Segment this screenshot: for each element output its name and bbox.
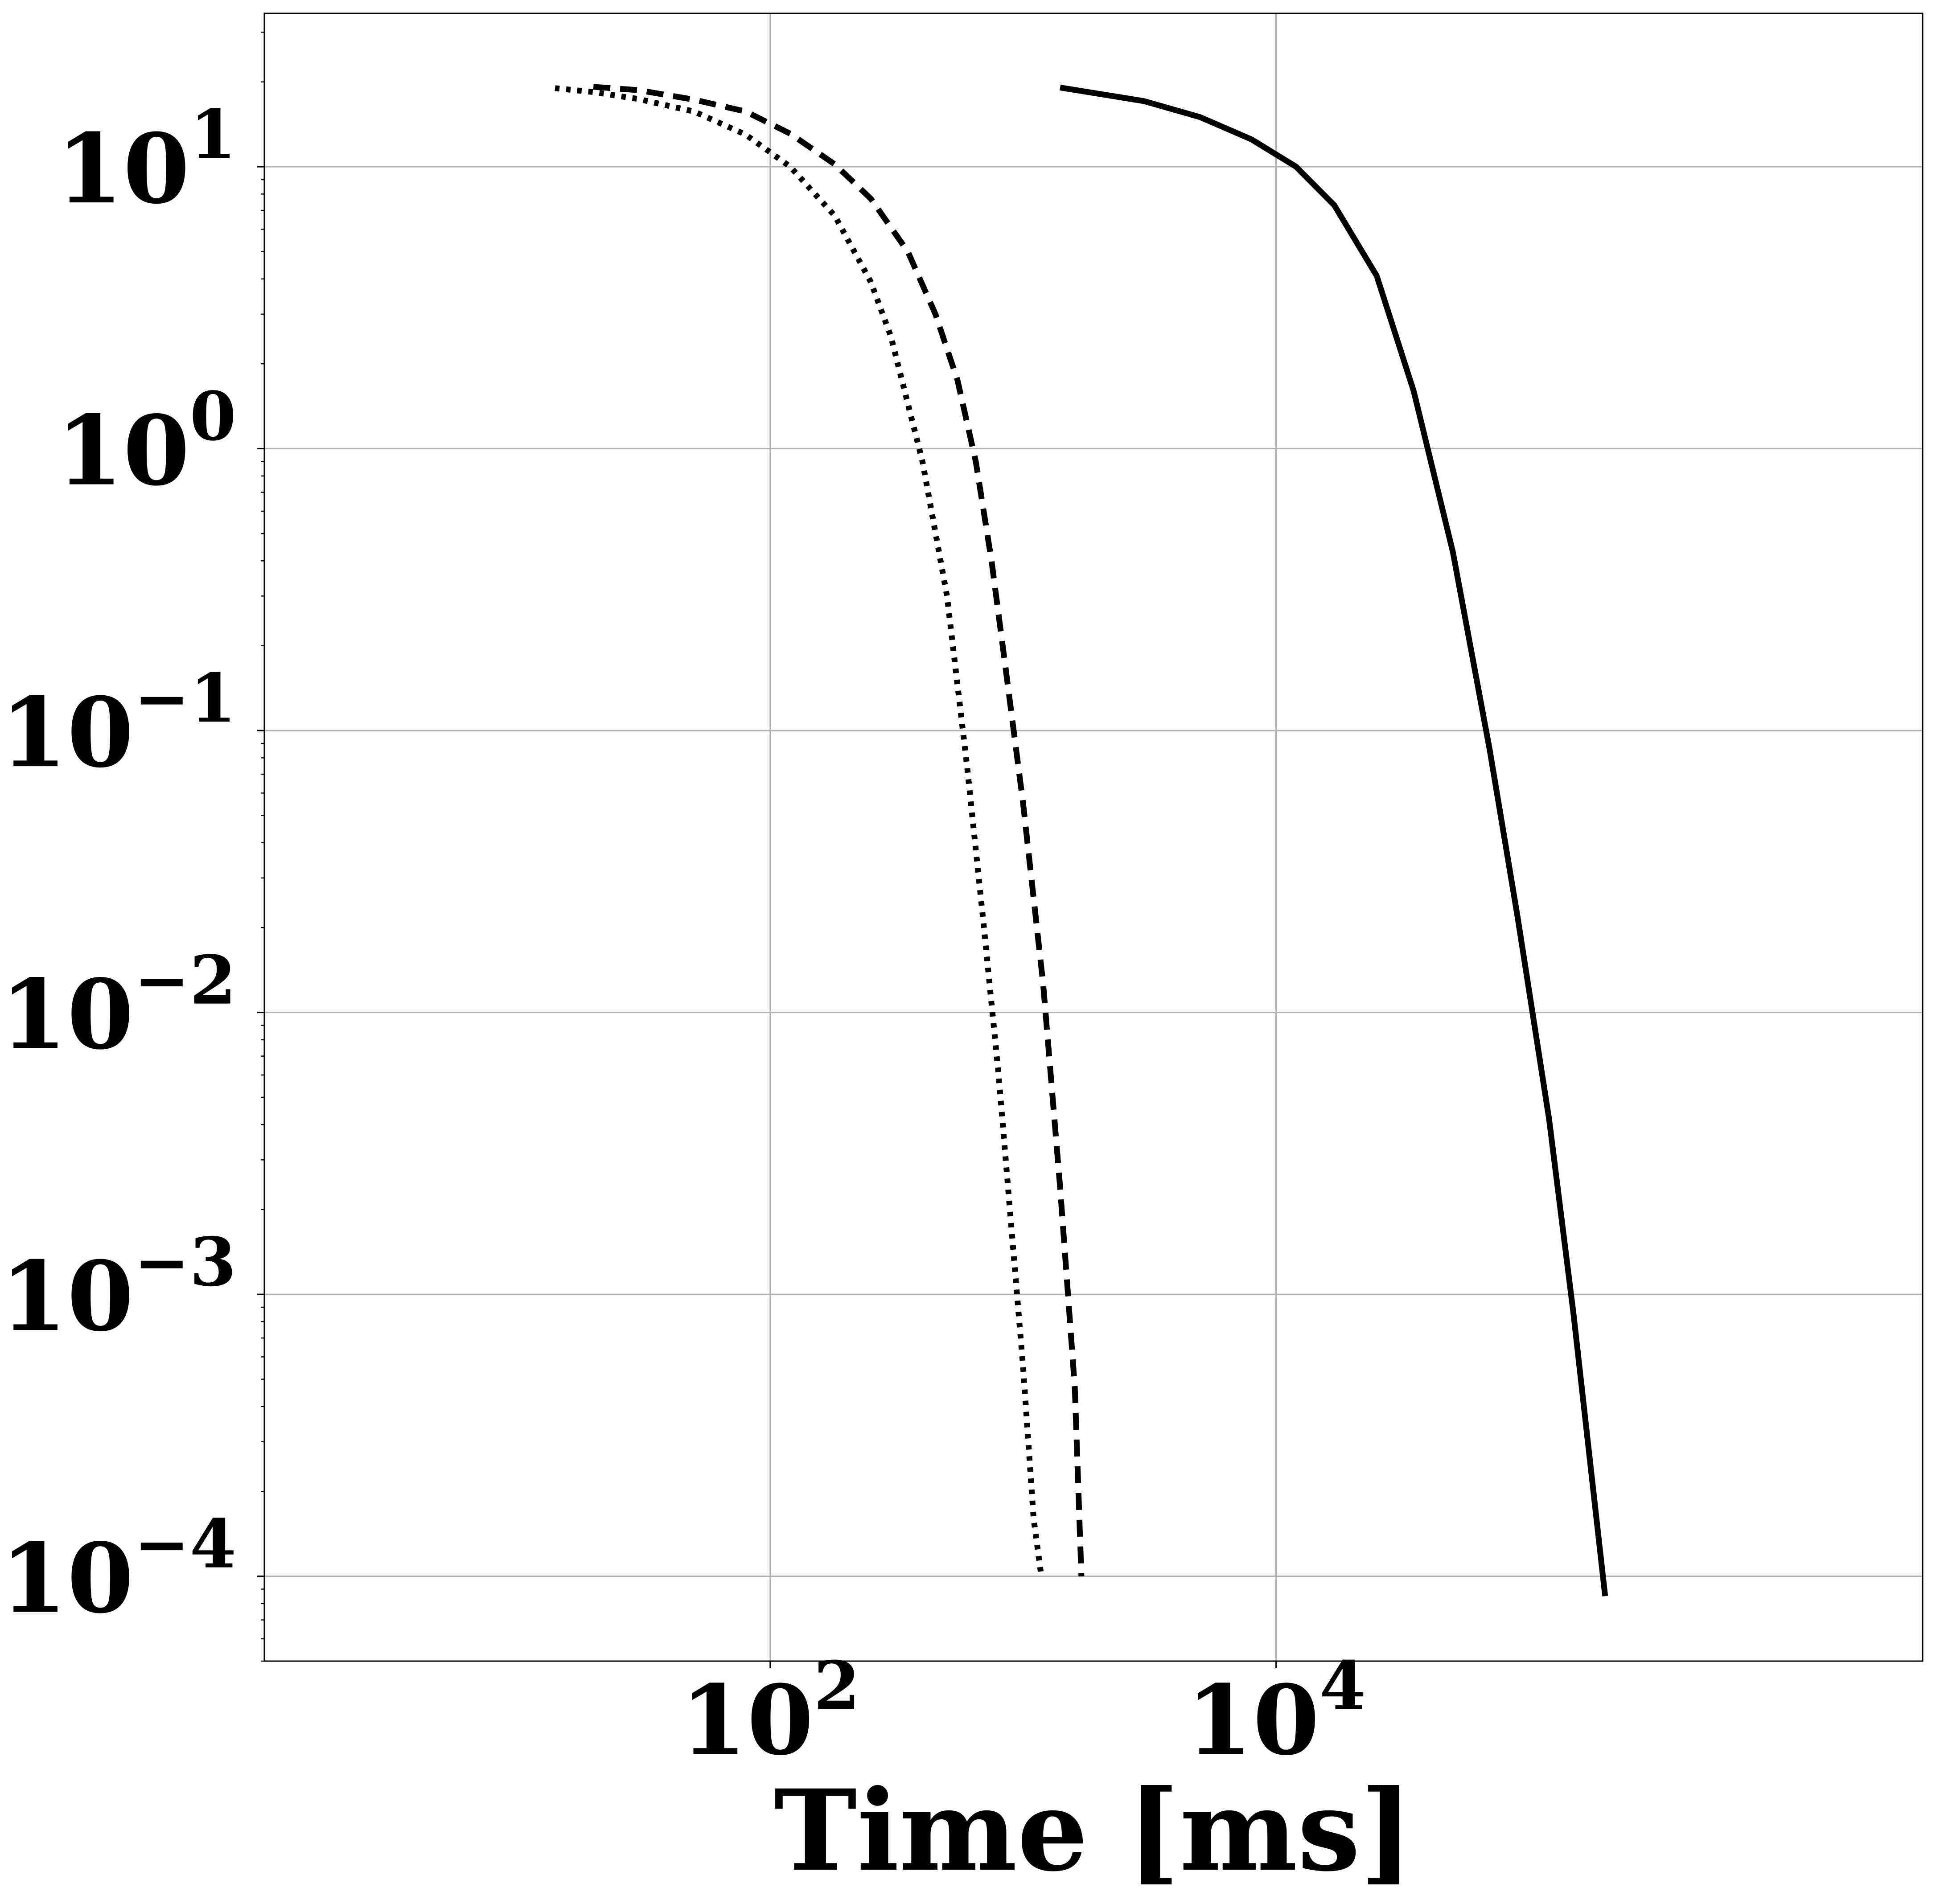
x-tick-base: 10 (1186, 1664, 1319, 1777)
series-line-solid (1060, 84, 1608, 1596)
y-tick-label-4: 10−3 (0, 1223, 236, 1353)
y-tick-exponent: −2 (134, 941, 236, 1020)
y-tick-label-5: 10−4 (0, 1505, 236, 1635)
x-tick-exponent: 4 (1319, 1647, 1366, 1725)
y-tick-label-2: 10−1 (0, 659, 236, 789)
y-tick-label-3: 10−2 (0, 941, 236, 1071)
y-tick-exponent: −1 (134, 659, 236, 738)
y-tick-exponent: 0 (190, 378, 236, 456)
y-tick-base: 10 (0, 958, 134, 1071)
y-tick-base: 10 (0, 1522, 134, 1635)
axes-frame (263, 12, 1924, 1662)
y-tick-label-0: 101 (56, 95, 236, 225)
x-tick-base: 10 (680, 1664, 814, 1777)
x-tick-label-0: 102 (680, 1647, 860, 1777)
y-tick-label-1: 100 (56, 378, 236, 507)
x-tick-exponent: 2 (814, 1647, 860, 1725)
y-tick-base: 10 (56, 112, 189, 225)
y-tick-exponent: −3 (134, 1223, 236, 1301)
y-tick-exponent: −4 (134, 1505, 236, 1584)
y-tick-base: 10 (0, 1240, 134, 1353)
y-tick-exponent: 1 (190, 95, 236, 174)
x-tick-label-1: 104 (1186, 1647, 1366, 1777)
y-tick-base: 10 (56, 394, 189, 507)
x-axis-label: Time [ms] (774, 1765, 1413, 1896)
series-line-dashed (593, 84, 1085, 1576)
y-tick-base: 10 (0, 676, 134, 789)
series-line-dotted (555, 85, 1044, 1577)
